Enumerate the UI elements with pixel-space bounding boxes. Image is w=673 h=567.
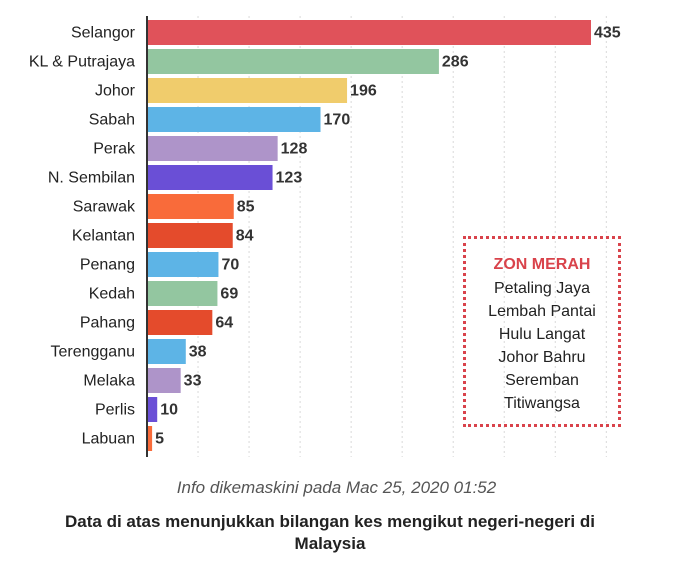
value-label: 196 xyxy=(350,83,377,100)
bar-chart: Selangor 435 KL & Putrajaya 286 Johor 196 Saba… xyxy=(29,16,621,457)
value-label: 435 xyxy=(594,25,621,42)
category-label: Selangor xyxy=(71,25,136,42)
category-label: N. Sembilan xyxy=(48,170,135,187)
value-label: 70 xyxy=(221,257,239,274)
bar xyxy=(147,368,181,393)
value-label: 64 xyxy=(215,315,233,332)
red-zone-item: Hulu Langat xyxy=(498,326,586,343)
category-label: Johor xyxy=(95,83,136,100)
bar xyxy=(147,339,186,364)
category-label: Kelantan xyxy=(72,228,135,245)
bar xyxy=(147,49,439,74)
red-zone-item: Petaling Jaya xyxy=(493,280,591,297)
bar xyxy=(147,165,273,190)
category-label: Pahang xyxy=(80,315,135,332)
value-label: 69 xyxy=(220,286,238,303)
value-label: 123 xyxy=(276,170,303,187)
category-label: Penang xyxy=(80,257,135,274)
red-zone-item: Lembah Pantai xyxy=(488,303,596,320)
category-label: Labuan xyxy=(82,431,135,448)
category-label: Terengganu xyxy=(50,344,135,361)
value-label: 286 xyxy=(442,54,469,71)
value-label: 128 xyxy=(281,141,308,158)
category-label: Perlis xyxy=(95,402,135,419)
red-zone-item: Seremban xyxy=(505,372,579,389)
value-label: 5 xyxy=(155,431,164,448)
value-label: 84 xyxy=(236,228,254,245)
category-label: Melaka xyxy=(83,373,135,390)
value-label: 38 xyxy=(189,344,207,361)
update-info: Info dikemaskini pada Mac 25, 2020 01:52 xyxy=(176,478,497,497)
value-label: 10 xyxy=(160,402,178,419)
bar xyxy=(147,426,153,451)
bar xyxy=(147,281,218,306)
red-zone-list: Petaling Jaya Lembah Pantai Hulu Langat … xyxy=(466,277,618,415)
bar xyxy=(147,397,158,422)
category-label: KL & Putrajaya xyxy=(29,54,135,71)
bar xyxy=(147,194,234,219)
bar xyxy=(147,78,348,103)
bar xyxy=(147,107,321,132)
value-label: 85 xyxy=(237,199,255,216)
value-label: 33 xyxy=(184,373,202,390)
category-label: Kedah xyxy=(89,286,135,303)
red-zone-title: ZON MERAH xyxy=(493,256,591,273)
red-zone-box: ZON MERAH Petaling Jaya Lembah Pantai Hu… xyxy=(463,236,621,427)
category-label: Perak xyxy=(93,141,136,158)
bar xyxy=(147,310,213,335)
bar xyxy=(147,223,233,248)
category-label: Sabah xyxy=(89,112,135,129)
value-label: 170 xyxy=(324,112,351,129)
bar xyxy=(147,136,278,161)
bar xyxy=(147,20,591,45)
bar xyxy=(147,252,219,277)
category-label: Sarawak xyxy=(73,199,136,216)
red-zone-item: Titiwangsa xyxy=(504,395,580,412)
footer-note: Data di atas menunjukkan bilangan kes me… xyxy=(65,512,595,553)
red-zone-item: Johor Bahru xyxy=(498,349,586,366)
